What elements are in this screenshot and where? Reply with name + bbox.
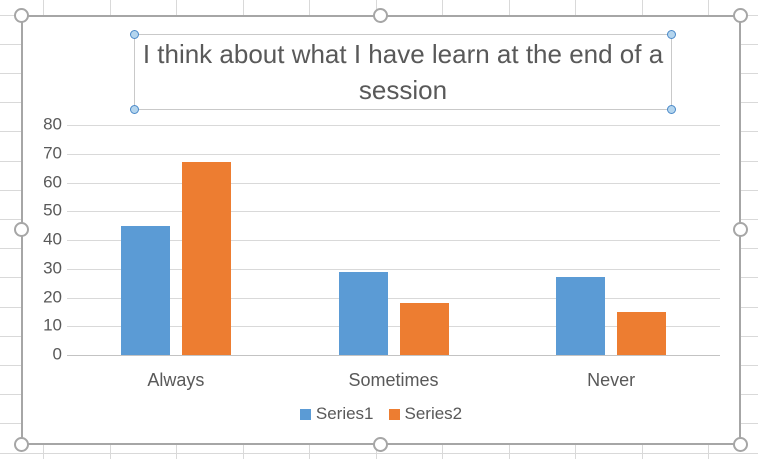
y-axis-tick-label: 20 <box>43 287 62 307</box>
legend-swatch-series2 <box>388 408 400 420</box>
horizontal-gridline <box>67 182 720 184</box>
category-label-always[interactable]: Always <box>147 370 205 390</box>
legend-item-series1[interactable]: Series1 <box>299 404 374 424</box>
horizontal-gridline <box>67 268 720 270</box>
bar-series2-never[interactable] <box>617 311 667 355</box>
title-resize-handle-top-left[interactable] <box>130 30 139 39</box>
chart-title[interactable]: I think about what I have learn at the e… <box>142 39 664 105</box>
title-resize-handle-bottom-right[interactable] <box>667 105 676 114</box>
chart-resize-handle-top-left[interactable] <box>14 8 29 23</box>
category-label-sometimes[interactable]: Sometimes <box>348 370 439 390</box>
title-resize-handle-bottom-left[interactable] <box>130 105 139 114</box>
category-label-never[interactable]: Never <box>587 370 636 390</box>
chart-resize-handle-top-right[interactable] <box>733 8 748 23</box>
bar-series1-sometimes[interactable] <box>338 271 388 355</box>
y-axis-tick-label: 30 <box>43 258 62 278</box>
y-axis-tick-label: 40 <box>43 229 62 249</box>
bar-series2-always[interactable] <box>181 162 231 355</box>
bar-series1-always[interactable] <box>120 225 170 355</box>
horizontal-gridline <box>67 297 720 299</box>
horizontal-gridline <box>67 125 720 126</box>
legend-label: Series2 <box>404 404 463 423</box>
bar-series1-never[interactable] <box>556 277 606 355</box>
chart-resize-handle-middle-left[interactable] <box>14 222 29 237</box>
title-resize-handle-top-right[interactable] <box>667 30 676 39</box>
chart-resize-handle-bottom-right[interactable] <box>733 437 748 452</box>
legend-swatch-series1 <box>299 408 311 420</box>
horizontal-gridline <box>67 153 720 155</box>
chart-legend[interactable]: Series1 Series2 <box>23 404 739 424</box>
y-axis-tick-label: 10 <box>43 315 62 335</box>
y-axis-tick-label: 60 <box>43 172 62 192</box>
chart-resize-handle-bottom-left[interactable] <box>14 437 29 452</box>
chart-resize-handle-bottom-center[interactable] <box>373 437 388 452</box>
horizontal-gridline <box>67 326 720 328</box>
y-axis-tick-label: 80 <box>43 114 62 134</box>
bar-series2-sometimes[interactable] <box>399 303 449 355</box>
chart-title-box[interactable]: I think about what I have learn at the e… <box>130 30 676 114</box>
legend-label: Series1 <box>315 404 374 423</box>
y-axis-tick-label: 50 <box>43 200 62 220</box>
x-axis-line <box>67 355 720 356</box>
horizontal-gridline <box>67 211 720 213</box>
chart-area[interactable]: 0 10 20 30 40 50 60 70 80 Always Sometimes Never I … <box>14 8 748 452</box>
plot-area: 0 10 20 30 40 50 60 70 80 Always Sometimes Never <box>23 17 739 443</box>
spreadsheet-gridline-horizontal <box>0 452 758 454</box>
y-axis-tick-label: 0 <box>52 344 62 364</box>
chart-resize-handle-middle-right[interactable] <box>733 222 748 237</box>
legend-item-series2[interactable]: Series2 <box>388 404 463 424</box>
chart-resize-handle-top-center[interactable] <box>373 8 388 23</box>
y-axis-tick-label: 70 <box>43 143 62 163</box>
horizontal-gridline <box>67 240 720 241</box>
